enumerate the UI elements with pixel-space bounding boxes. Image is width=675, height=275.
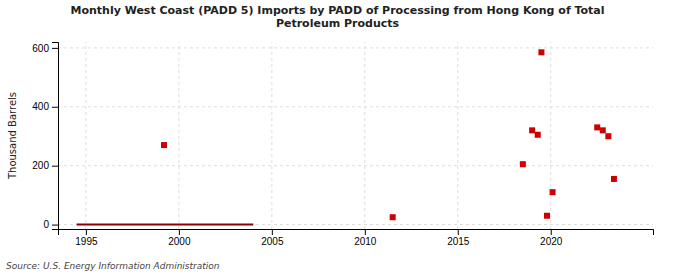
point — [550, 189, 556, 195]
chart: 1995 2000 2005 2010 2015 2020 0 200 400 600 Monthl… — [0, 0, 675, 275]
x-tick: 2005 — [261, 229, 284, 247]
title: Monthly West Coast (PADD 5) Imports by P… — [70, 4, 604, 30]
point — [544, 213, 550, 219]
y-tick-mark — [52, 225, 58, 226]
grid-line-y — [58, 224, 653, 225]
grid-line-x — [364, 42, 365, 229]
point — [611, 176, 617, 182]
grid-line-x — [550, 42, 551, 229]
marks — [77, 49, 617, 224]
x-tick: 2020 — [540, 229, 563, 247]
point — [520, 161, 526, 167]
y-axis: 0 200 400 600 — [32, 43, 58, 231]
x-tick: 2015 — [447, 229, 470, 247]
x-tick-label: 1995 — [75, 236, 98, 247]
x-tick: 2000 — [168, 229, 191, 247]
point — [600, 127, 606, 133]
x-axis-line — [59, 230, 654, 236]
grid-line-y — [58, 165, 653, 166]
y-label: Thousand Barrels — [7, 92, 18, 180]
point — [538, 49, 544, 55]
y-tick-mark — [52, 48, 58, 49]
x-tick-mark — [551, 229, 552, 235]
grid-line-x — [85, 42, 86, 229]
x-tick-mark — [458, 229, 459, 235]
grid-line-y — [58, 106, 653, 107]
x-tick-mark — [179, 229, 180, 235]
point — [594, 124, 600, 130]
y-tick-label: 0 — [43, 219, 49, 230]
y-axis-line — [52, 43, 59, 230]
x-tick-label: 2020 — [540, 236, 563, 247]
y-tick-mark — [52, 166, 58, 167]
source: Source: U.S. Energy Information Administ… — [6, 261, 220, 271]
y-tick: 600 — [32, 43, 58, 54]
y-tick-label: 400 — [32, 101, 49, 112]
x-tick: 1995 — [75, 229, 98, 247]
y-tick: 0 — [43, 219, 58, 230]
line — [77, 224, 254, 226]
grid-line-x — [178, 42, 179, 229]
y-tick: 200 — [32, 160, 58, 171]
x-tick-label: 2015 — [447, 236, 470, 247]
point — [535, 132, 541, 138]
point — [390, 214, 396, 220]
x-tick-mark — [86, 229, 87, 235]
x-tick-label: 2005 — [261, 236, 284, 247]
x-tick-mark — [272, 229, 273, 235]
y-tick-label: 200 — [32, 160, 49, 171]
point — [529, 127, 535, 133]
x-tick-mark — [365, 229, 366, 235]
grid — [58, 42, 653, 229]
x-tick: 2010 — [354, 229, 377, 247]
x-axis: 1995 2000 2005 2010 2015 2020 — [59, 229, 654, 247]
y-tick: 400 — [32, 101, 58, 112]
grid-line-y — [58, 47, 653, 48]
x-tick-label: 2010 — [354, 236, 377, 247]
y-tick-mark — [52, 107, 58, 108]
grid-line-x — [271, 42, 272, 229]
point — [605, 133, 611, 139]
y-tick-label: 600 — [32, 43, 49, 54]
point — [161, 142, 167, 148]
grid-line-x — [457, 42, 458, 229]
x-tick-label: 2000 — [168, 236, 191, 247]
